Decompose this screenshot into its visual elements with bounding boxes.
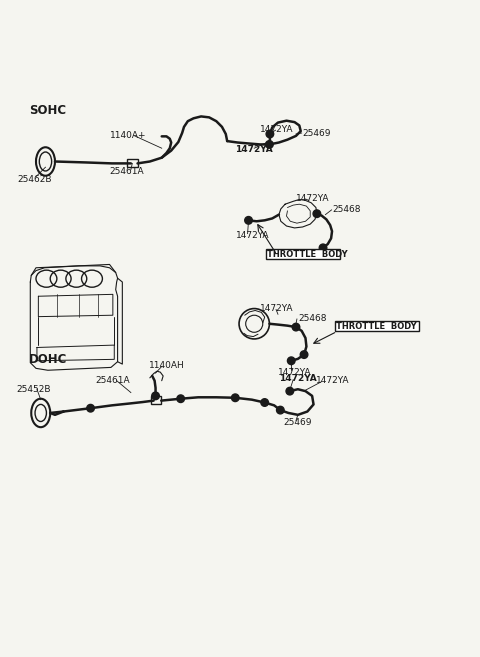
Text: 1472YA: 1472YA (296, 194, 329, 202)
Bar (151, 396, 161, 405)
Circle shape (288, 357, 295, 365)
Circle shape (261, 399, 268, 406)
Text: 1140AH: 1140AH (149, 361, 185, 370)
Circle shape (286, 388, 294, 395)
Text: 25468: 25468 (298, 313, 326, 323)
Circle shape (276, 406, 284, 414)
Text: 1472YA: 1472YA (236, 231, 270, 240)
Text: DOHC: DOHC (29, 353, 67, 366)
Circle shape (231, 394, 239, 401)
Text: 1472YA: 1472YA (260, 125, 293, 134)
Circle shape (300, 351, 308, 358)
Text: 25468: 25468 (333, 206, 361, 214)
Text: 25452B: 25452B (16, 385, 50, 394)
Text: 1472YA: 1472YA (279, 374, 317, 383)
Text: 25461A: 25461A (96, 376, 130, 385)
Text: 1472YA: 1472YA (316, 376, 349, 385)
Text: THROTTLE  BODY: THROTTLE BODY (336, 322, 417, 330)
Text: THROTTLE  BODY: THROTTLE BODY (267, 250, 348, 258)
Text: 1140A+: 1140A+ (109, 131, 146, 141)
Circle shape (87, 405, 95, 412)
Text: 25469: 25469 (284, 418, 312, 427)
Text: 1472YA: 1472YA (260, 304, 293, 313)
Text: 25462B: 25462B (17, 175, 51, 183)
Circle shape (265, 141, 273, 148)
Circle shape (177, 395, 184, 403)
Circle shape (152, 392, 159, 399)
Circle shape (319, 244, 327, 252)
Text: 25469: 25469 (302, 129, 331, 137)
Bar (266, 249, 340, 260)
Text: SOHC: SOHC (29, 104, 66, 117)
Bar (335, 321, 420, 331)
Circle shape (245, 217, 252, 224)
Text: 25461A: 25461A (109, 168, 144, 177)
Circle shape (266, 130, 274, 138)
Text: 1472YA: 1472YA (278, 368, 312, 376)
Circle shape (313, 210, 321, 217)
Bar (127, 158, 138, 167)
Circle shape (292, 323, 300, 331)
Text: 1472YA: 1472YA (235, 145, 273, 154)
